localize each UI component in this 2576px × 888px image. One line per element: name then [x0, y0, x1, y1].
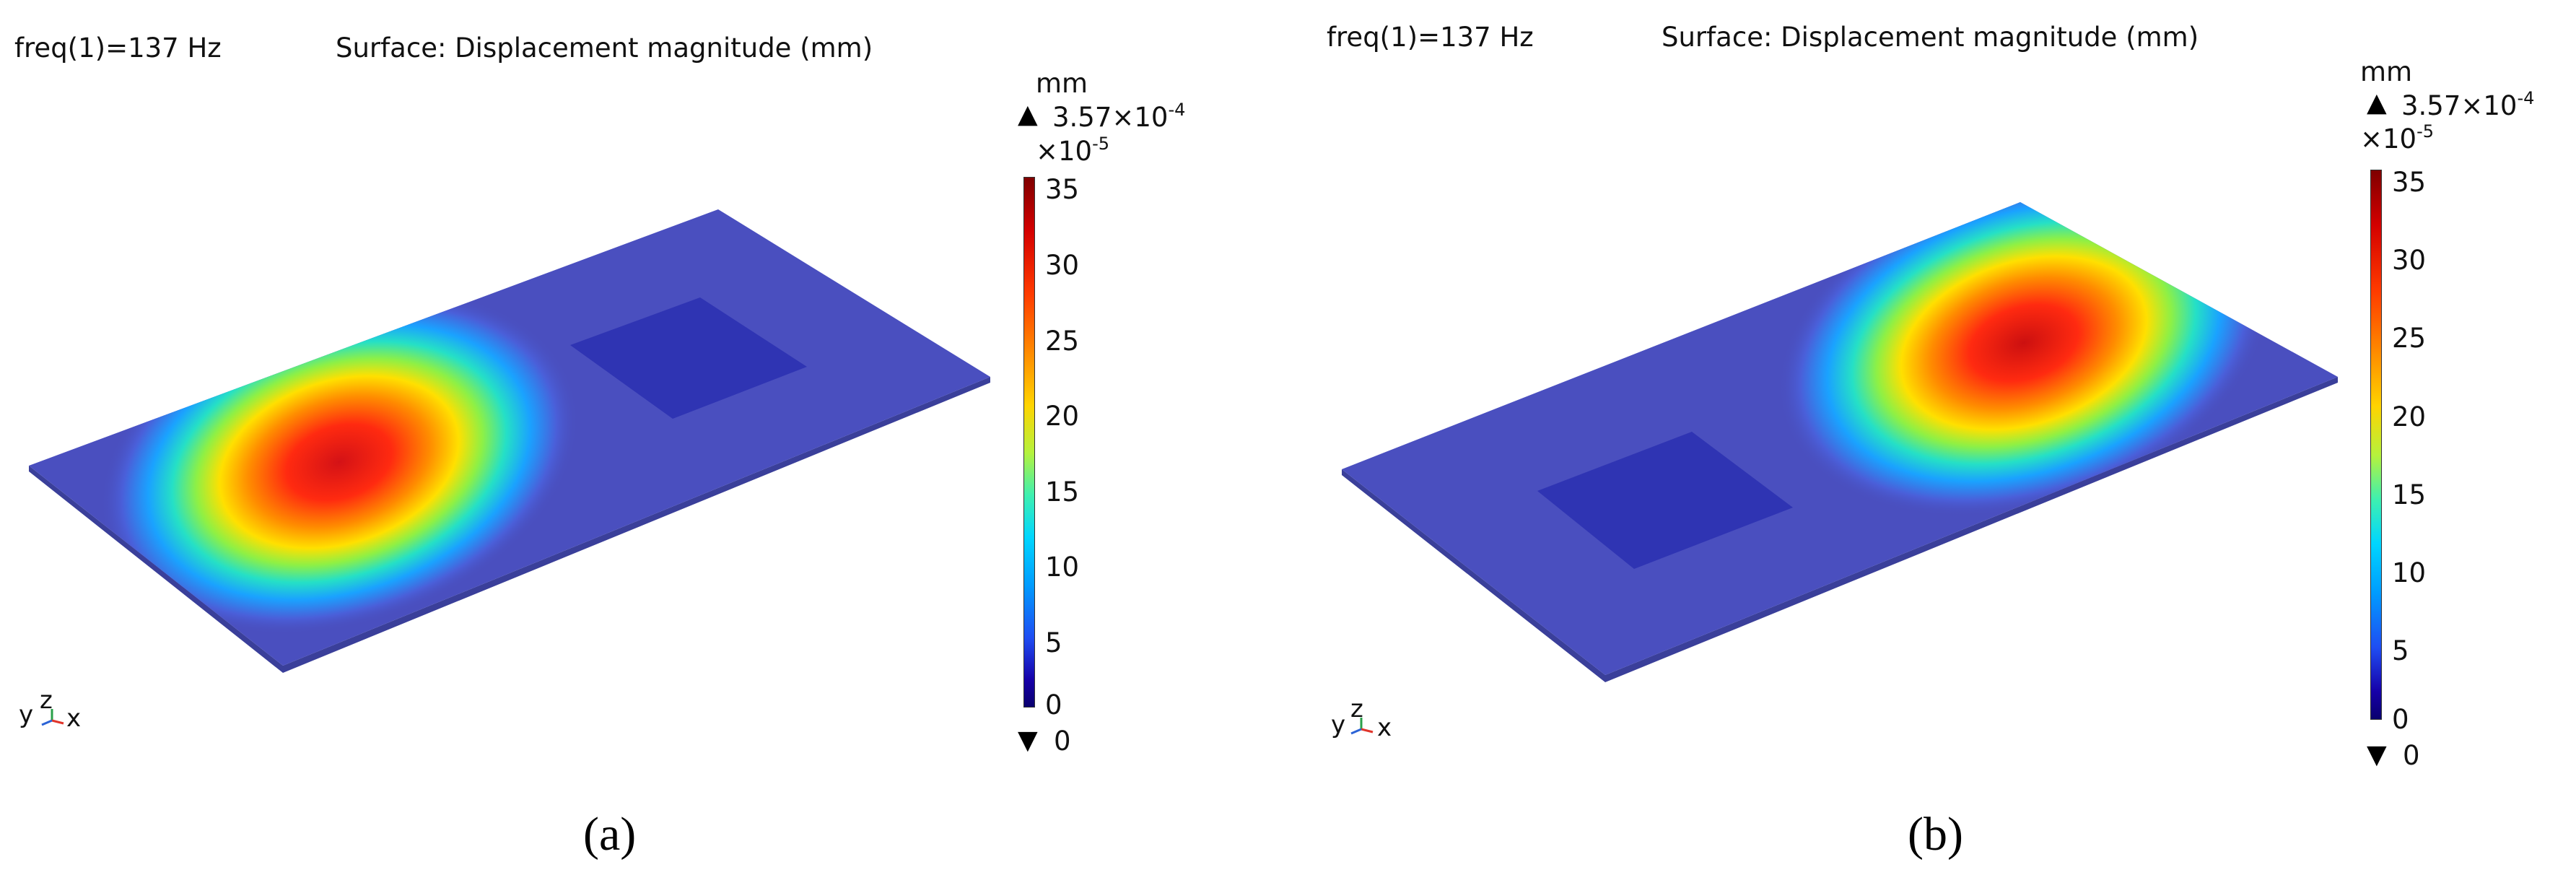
colorbar-scale: ×10-5: [2360, 121, 2435, 154]
colorbar-tick: 10: [2392, 557, 2427, 588]
surface-label: Surface: Displacement magnitude (mm): [336, 32, 873, 64]
colorbar-tick: 25: [1045, 326, 1080, 357]
colorbar-tick: 25: [2392, 323, 2427, 354]
colorbar-tick: 5: [2392, 635, 2409, 666]
axis-x-label: x: [66, 704, 82, 733]
axis-y-label: y: [19, 700, 34, 729]
max-marker-icon: ▲: [2367, 88, 2387, 118]
axis-z-label: z: [40, 686, 53, 715]
min-marker-icon: ▼: [2367, 740, 2387, 770]
inactive-patch: [1537, 432, 1793, 569]
colorbar: [1023, 177, 1035, 708]
colorbar-max: 3.57×10-4: [1052, 100, 1186, 133]
min-marker-icon: ▼: [1018, 726, 1038, 755]
colorbar-unit: mm: [2360, 56, 2413, 87]
colorbar-max: 3.57×10-4: [2401, 88, 2535, 121]
colorbar-scale: ×10-5: [1036, 134, 1110, 167]
colorbar-tick: 35: [2392, 167, 2427, 198]
colorbar-tick: 15: [1045, 476, 1080, 508]
panel-a: freq(1)=137 Hz Surface: Displacement mag…: [14, 32, 1186, 861]
colorbar-unit: mm: [1036, 68, 1088, 99]
caption-a: (a): [583, 808, 637, 861]
frequency-label: freq(1)=137 Hz: [14, 32, 222, 64]
panel-b: freq(1)=137 Hz Surface: Displacement mag…: [1288, 0, 2576, 888]
colorbar-tick: 5: [1045, 627, 1062, 658]
caption-b: (b): [1908, 808, 1963, 861]
colorbar-tick: 0: [2392, 704, 2409, 735]
frequency-label: freq(1)=137 Hz: [1327, 22, 1534, 53]
colorbar-tick: 10: [1045, 552, 1080, 583]
colorbar-tick: 0: [1045, 689, 1062, 721]
colorbar-tick: 30: [1045, 250, 1080, 281]
surface-label: Surface: Displacement magnitude (mm): [1662, 22, 2199, 53]
colorbar-tick: 20: [2392, 401, 2427, 432]
colorbar-tick: 15: [2392, 479, 2427, 510]
plot-a: [29, 209, 990, 726]
colorbar: [2370, 170, 2382, 720]
axis-z-label: z: [1350, 695, 1363, 723]
colorbar-tick: 35: [1045, 174, 1080, 205]
colorbar-tick: 20: [1045, 401, 1080, 432]
max-marker-icon: ▲: [1018, 100, 1038, 129]
colorbar-min: 0: [1054, 726, 1071, 757]
colorbar-min: 0: [2403, 740, 2420, 771]
inactive-patch: [570, 297, 807, 419]
plot-b: [1342, 202, 2338, 735]
axis-y-label: y: [1331, 710, 1346, 739]
axis-x-label: x: [1377, 713, 1392, 742]
colorbar-tick: 30: [2392, 245, 2427, 276]
